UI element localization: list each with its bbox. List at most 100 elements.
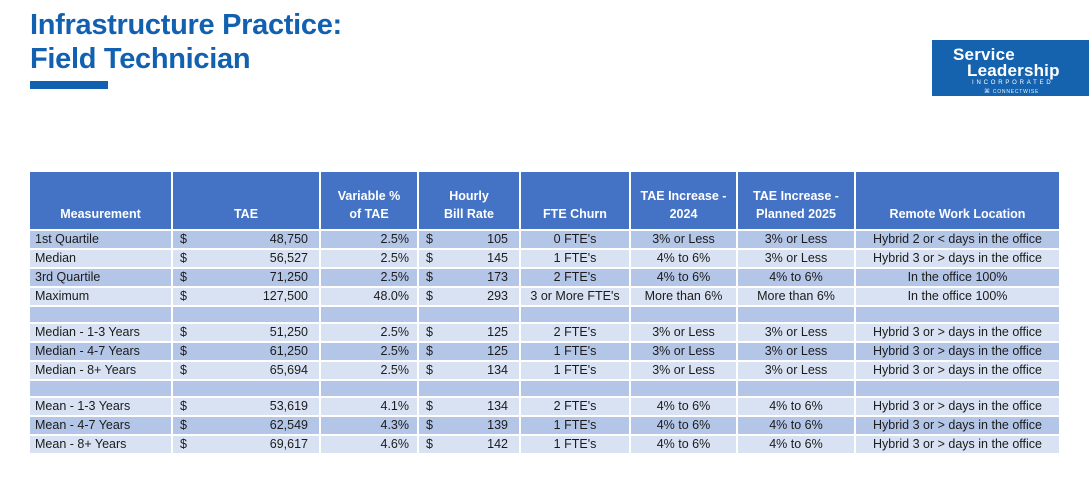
currency-symbol: $ bbox=[180, 325, 187, 339]
cell-bill-rate: $293 bbox=[418, 287, 521, 307]
cell-measurement: Mean - 8+ Years bbox=[30, 435, 173, 455]
cell-bill-rate bbox=[418, 306, 521, 324]
cell-tae-increase-2024: 3% or Less bbox=[630, 361, 738, 381]
cell-fte-churn: 1 FTE's bbox=[520, 435, 631, 455]
cell-bill-rate: $125 bbox=[418, 323, 521, 343]
cell-fte-churn: 0 FTE's bbox=[520, 230, 631, 250]
cell-measurement: Median - 8+ Years bbox=[30, 361, 173, 381]
currency-symbol: $ bbox=[180, 418, 187, 432]
cell-tae-value: 56,527 bbox=[269, 251, 308, 265]
col-header-tae_increase_2025: TAE Increase - Planned 2025 bbox=[737, 172, 856, 231]
cell-tae bbox=[172, 306, 321, 324]
col-header-tae: TAE bbox=[172, 172, 321, 231]
currency-symbol: $ bbox=[180, 270, 187, 284]
cell-fte-churn: 3 or More FTE's bbox=[520, 287, 631, 307]
cell-measurement: Median bbox=[30, 249, 173, 269]
cell-bill-rate: $105 bbox=[418, 230, 521, 250]
cell-tae-increase-2025: 4% to 6% bbox=[737, 416, 856, 436]
cell-tae-increase-2025 bbox=[737, 306, 856, 324]
currency-symbol: $ bbox=[426, 325, 433, 339]
table-row: Median - 4-7 Years $61,250 2.5% $125 1 FTE's… bbox=[30, 342, 1059, 362]
cell-tae-increase-2025: 3% or Less bbox=[737, 249, 856, 269]
cell-bill-rate: $142 bbox=[418, 435, 521, 455]
cell-variable-pct: 2.5% bbox=[320, 361, 419, 381]
cell-tae-increase-2024: More than 6% bbox=[630, 287, 738, 307]
cell-tae-increase-2025: 3% or Less bbox=[737, 361, 856, 381]
cell-tae-value: 62,549 bbox=[269, 418, 308, 432]
cell-measurement bbox=[30, 306, 173, 324]
currency-symbol: $ bbox=[180, 399, 187, 413]
service-leadership-logo: Service Leadership INCORPORATED ⌘ CONNECT… bbox=[932, 40, 1089, 96]
currency-symbol: $ bbox=[426, 251, 433, 265]
cell-bill-rate-value: 125 bbox=[487, 325, 508, 339]
col-header-measurement: Measurement bbox=[30, 172, 173, 231]
cell-fte-churn bbox=[520, 306, 631, 324]
connectwise-label: CONNECTWISE bbox=[992, 89, 1040, 95]
cell-tae bbox=[172, 380, 321, 398]
cell-tae-increase-2024: 3% or Less bbox=[630, 323, 738, 343]
cell-tae: $71,250 bbox=[172, 268, 321, 288]
cell-bill-rate-value: 145 bbox=[487, 251, 508, 265]
cell-tae-increase-2025: 4% to 6% bbox=[737, 435, 856, 455]
cell-remote-work: In the office 100% bbox=[855, 287, 1059, 307]
currency-symbol: $ bbox=[426, 418, 433, 432]
cell-tae-increase-2024: 4% to 6% bbox=[630, 249, 738, 269]
cell-remote-work bbox=[855, 306, 1059, 324]
cell-tae: $56,527 bbox=[172, 249, 321, 269]
cell-tae-increase-2025: 3% or Less bbox=[737, 323, 856, 343]
cell-fte-churn bbox=[520, 380, 631, 398]
cell-bill-rate: $145 bbox=[418, 249, 521, 269]
cell-tae-value: 69,617 bbox=[269, 437, 308, 451]
cell-remote-work bbox=[855, 380, 1059, 398]
cell-bill-rate-value: 142 bbox=[487, 437, 508, 451]
cell-measurement: 1st Quartile bbox=[30, 230, 173, 250]
logo-text-incorporated: INCORPORATED bbox=[972, 80, 1054, 86]
cell-fte-churn: 1 FTE's bbox=[520, 342, 631, 362]
cell-tae: $51,250 bbox=[172, 323, 321, 343]
cell-variable-pct: 4.6% bbox=[320, 435, 419, 455]
cell-bill-rate: $125 bbox=[418, 342, 521, 362]
cell-tae: $127,500 bbox=[172, 287, 321, 307]
cell-measurement: Median - 1-3 Years bbox=[30, 323, 173, 343]
cell-bill-rate-value: 134 bbox=[487, 363, 508, 377]
cell-tae-increase-2024: 4% to 6% bbox=[630, 435, 738, 455]
page-title-line2: Field Technician bbox=[30, 43, 251, 75]
table-row: 3rd Quartile $71,250 2.5% $173 2 FTE's 4% to … bbox=[30, 268, 1059, 288]
cell-tae-increase-2024 bbox=[630, 306, 738, 324]
cell-bill-rate-value: 293 bbox=[487, 289, 508, 303]
cell-fte-churn: 1 FTE's bbox=[520, 416, 631, 436]
currency-symbol: $ bbox=[426, 363, 433, 377]
col-header-fte_churn: FTE Churn bbox=[520, 172, 631, 231]
cell-variable-pct: 2.5% bbox=[320, 268, 419, 288]
cell-remote-work: Hybrid 3 or > days in the office bbox=[855, 397, 1059, 417]
cell-remote-work: Hybrid 3 or > days in the office bbox=[855, 342, 1059, 362]
cell-variable-pct: 2.5% bbox=[320, 249, 419, 269]
cell-tae-increase-2025: More than 6% bbox=[737, 287, 856, 307]
cell-tae-value: 65,694 bbox=[269, 363, 308, 377]
cell-remote-work: Hybrid 2 or < days in the office bbox=[855, 230, 1059, 250]
cell-measurement: Mean - 1-3 Years bbox=[30, 397, 173, 417]
cell-measurement: Median - 4-7 Years bbox=[30, 342, 173, 362]
currency-symbol: $ bbox=[426, 437, 433, 451]
connectwise-mark: ⌘ CONNECTWISE bbox=[984, 88, 1039, 95]
cell-fte-churn: 1 FTE's bbox=[520, 249, 631, 269]
cell-variable-pct bbox=[320, 380, 419, 398]
cell-tae-increase-2024 bbox=[630, 380, 738, 398]
cell-variable-pct: 4.1% bbox=[320, 397, 419, 417]
cell-tae-increase-2025: 4% to 6% bbox=[737, 397, 856, 417]
cell-bill-rate: $134 bbox=[418, 361, 521, 381]
cell-tae-increase-2024: 3% or Less bbox=[630, 342, 738, 362]
cell-bill-rate: $173 bbox=[418, 268, 521, 288]
currency-symbol: $ bbox=[426, 344, 433, 358]
cell-remote-work: In the office 100% bbox=[855, 268, 1059, 288]
table-row: Mean - 8+ Years $69,617 4.6% $142 1 FTE's 4% … bbox=[30, 435, 1059, 455]
cell-variable-pct: 4.3% bbox=[320, 416, 419, 436]
table-row: Median $56,527 2.5% $145 1 FTE's 4% to 6% 3% o… bbox=[30, 249, 1059, 269]
cell-tae-value: 61,250 bbox=[269, 344, 308, 358]
currency-symbol: $ bbox=[180, 363, 187, 377]
cell-tae-increase-2024: 4% to 6% bbox=[630, 268, 738, 288]
spacer-row bbox=[30, 306, 1059, 324]
currency-symbol: $ bbox=[426, 289, 433, 303]
cell-tae: $65,694 bbox=[172, 361, 321, 381]
col-header-remote: Remote Work Location bbox=[855, 172, 1059, 231]
